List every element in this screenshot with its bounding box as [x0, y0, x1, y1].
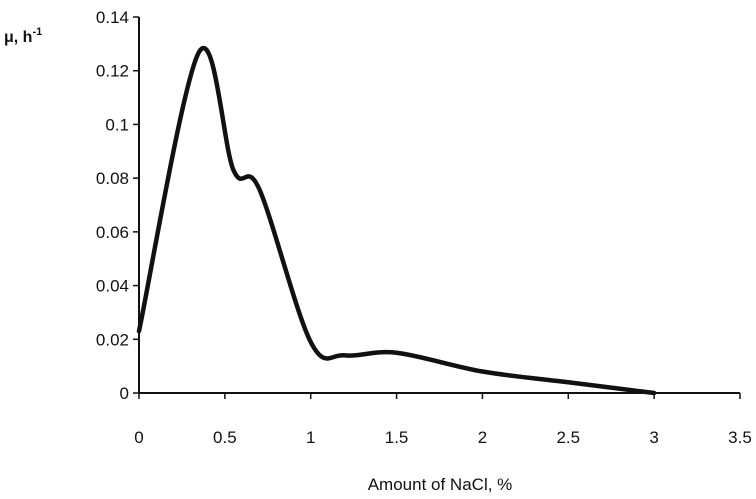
x-tick-label: 3.5 [728, 428, 752, 447]
y-axis-title: μ, h-1 [4, 26, 42, 46]
x-tick-label: 2.5 [556, 428, 580, 447]
x-tick-label: 0 [134, 428, 143, 447]
x-tick-label: 1.5 [385, 428, 409, 447]
x-tick-label: 2 [478, 428, 487, 447]
chart-ticks: 0 0.02 0.04 0.06 0.08 0.1 0.12 0.14 0 0.5 1 1.5 2 2.5… [96, 8, 752, 447]
chart-series-layer [136, 46, 657, 396]
x-tick-label: 1 [306, 428, 315, 447]
y-tick-label: 0.04 [96, 277, 129, 296]
y-tick-label: 0.14 [96, 8, 129, 27]
chart-axes [138, 17, 740, 394]
series-line [136, 46, 657, 396]
y-tick-label: 0.08 [96, 169, 129, 188]
y-tick-label: 0.12 [96, 62, 129, 81]
y-tick-label: 0 [120, 384, 129, 403]
y-tick-label: 0.06 [96, 223, 129, 242]
y-tick-label: 0.02 [96, 330, 129, 349]
y-tick-label: 0.1 [105, 115, 129, 134]
x-axis-title: Amount of NaCl, % [368, 475, 513, 494]
x-tick-label: 0.5 [213, 428, 237, 447]
x-tick-label: 3 [649, 428, 658, 447]
